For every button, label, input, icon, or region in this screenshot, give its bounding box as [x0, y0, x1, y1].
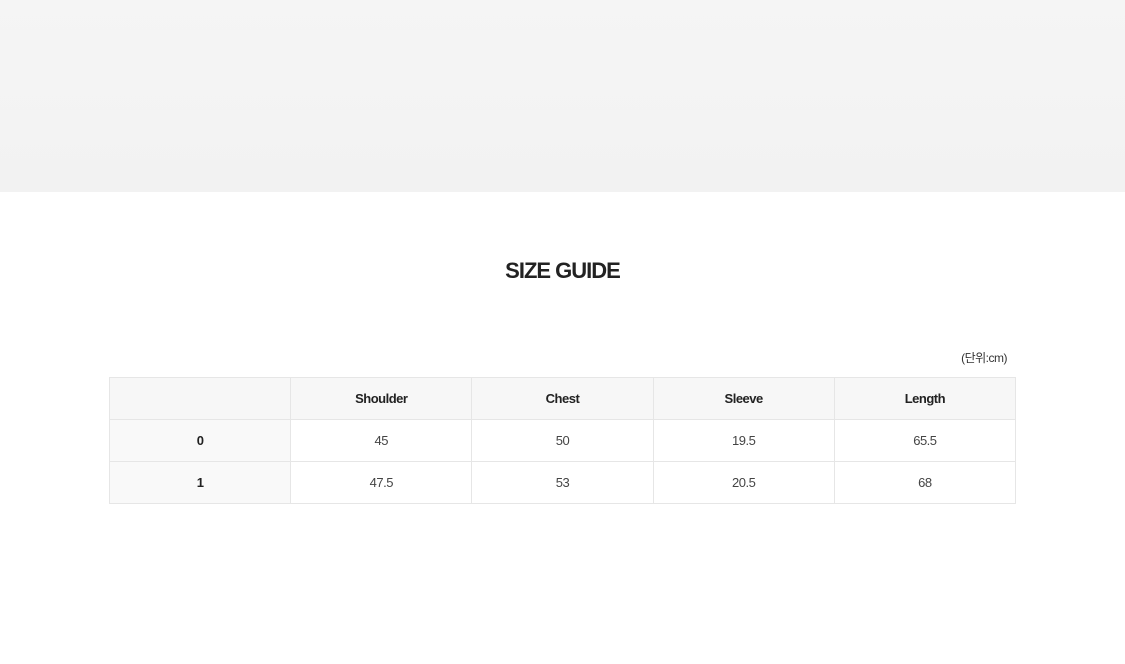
unit-label: (단위:cm) — [961, 351, 1007, 365]
table-header-row: Shoulder Chest Sleeve Length — [108, 377, 1017, 420]
header-cell: Length — [833, 377, 1017, 420]
table-cell: 19.5 — [652, 419, 835, 462]
size-table: Shoulder Chest Sleeve Length 0 45 50 19.… — [108, 377, 1017, 504]
table-cell: 20.5 — [652, 461, 835, 504]
table-cell: 50 — [471, 419, 654, 462]
hero-image-area — [0, 0, 1125, 192]
table-cell: 53 — [471, 461, 654, 504]
header-cell: Chest — [471, 377, 654, 420]
header-cell — [108, 377, 292, 420]
page-title: SIZE GUIDE — [505, 258, 621, 283]
table-cell: 45 — [290, 419, 473, 462]
table-row: 0 45 50 19.5 65.5 — [108, 419, 1017, 462]
header-cell: Shoulder — [290, 377, 473, 420]
table-cell: 65.5 — [833, 419, 1017, 462]
table-cell: 68 — [833, 461, 1017, 504]
size-label: 0 — [108, 419, 292, 462]
size-label: 1 — [108, 461, 292, 504]
table-cell: 47.5 — [290, 461, 473, 504]
header-cell: Sleeve — [652, 377, 835, 420]
table-row: 1 47.5 53 20.5 68 — [108, 461, 1017, 504]
